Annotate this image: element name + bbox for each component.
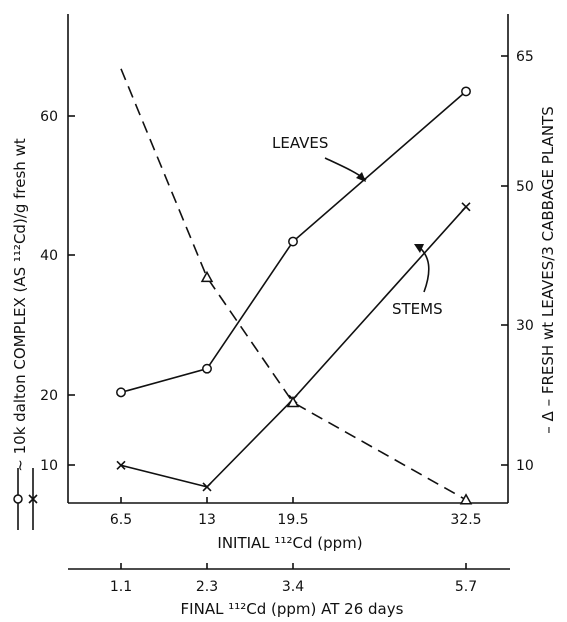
stems-annotation: STEMS <box>392 300 443 318</box>
ticks <box>68 55 508 569</box>
data-point <box>459 493 473 505</box>
x-tick-label: 32.5 <box>450 512 481 528</box>
x-tick-label: 6.5 <box>110 512 132 528</box>
y-left-tick-label: 20 <box>40 388 58 404</box>
y-right-tick-label: 10 <box>516 458 534 474</box>
x2-tick-label: 2.3 <box>196 579 218 595</box>
data-point <box>461 86 471 97</box>
data-point <box>202 363 212 374</box>
series-line-circle <box>120 90 467 394</box>
y-left-tick-label: 60 <box>40 109 58 125</box>
leaves-arrow-head <box>356 172 366 182</box>
data-point <box>200 270 214 283</box>
stems-arrow-head <box>414 244 424 253</box>
data-point <box>116 460 126 470</box>
y-left-axis-label: ~ 10k dalton COMPLEX (AS ¹¹²Cd)/g fresh … <box>11 138 29 472</box>
series <box>116 68 473 505</box>
x2-tick-label: 5.7 <box>455 579 477 595</box>
x-tick-label: 13 <box>198 512 216 528</box>
x-axis-label: INITIAL ¹¹²Cd (ppm) <box>217 534 362 552</box>
leaves-annotation: LEAVES <box>272 134 328 152</box>
y-right-tick-label: 65 <box>516 49 534 65</box>
left-legend-symbols <box>13 468 38 530</box>
y-right-tick-label: 30 <box>516 318 534 334</box>
data-point <box>286 395 300 408</box>
y-right-tick-label: 50 <box>516 179 534 195</box>
data-point <box>461 202 471 212</box>
series-line-cross <box>120 206 467 488</box>
data-point <box>288 236 298 247</box>
data-point <box>202 482 212 492</box>
series-line-triangle <box>120 68 467 501</box>
legend-cross-marker <box>28 494 38 504</box>
y-right-axis-label: – Δ – FRESH wt LEAVES/3 CABBAGE PLANTS <box>539 106 557 433</box>
x2-axis-label: FINAL ¹¹²Cd (ppm) AT 26 days <box>181 600 404 618</box>
tick-labels: 6.5 13 19.5 32.5 1.1 2.3 3.4 5.7 10 20 40 60 10 30 50 6… <box>40 49 534 595</box>
stems-arrow <box>417 245 430 293</box>
y-left-tick-label: 10 <box>40 458 58 474</box>
plot-frame <box>67 14 510 570</box>
legend-circle-marker <box>13 494 23 504</box>
x-tick-label: 19.5 <box>277 512 308 528</box>
data-point <box>116 387 126 398</box>
y-left-tick-label: 40 <box>40 248 58 264</box>
x2-tick-label: 1.1 <box>110 579 132 595</box>
x2-tick-label: 3.4 <box>282 579 304 595</box>
